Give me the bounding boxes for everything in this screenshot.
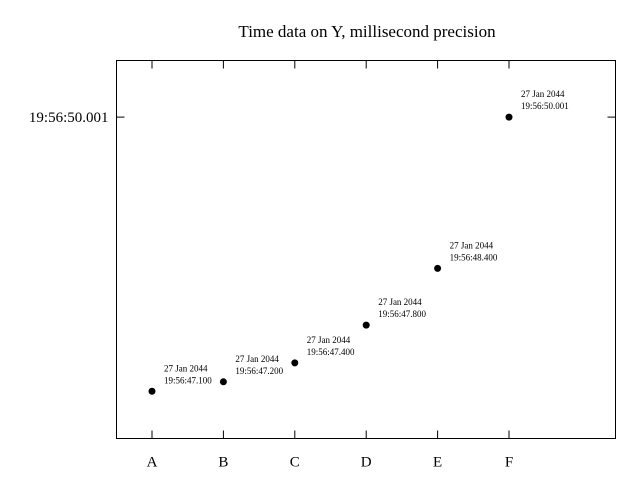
point-label-time: 19:56:47.800	[378, 309, 426, 319]
point-label: 27 Jan 2044 19:56:47.800	[378, 297, 426, 319]
x-tick-label: D	[361, 455, 372, 471]
point-label-time: 19:56:48.400	[450, 252, 498, 262]
y-axis-labels: 19:56:50.001	[29, 110, 109, 126]
data-point	[362, 321, 370, 329]
data-point	[505, 113, 513, 121]
chart-title: Time data on Y, millisecond precision	[238, 22, 496, 41]
point-label-date: 27 Jan 2044	[450, 240, 494, 250]
point-label-time: 19:56:50.001	[521, 101, 569, 111]
point-label: 27 Jan 2044 19:56:47.400	[307, 335, 355, 357]
point-label: 27 Jan 2044 19:56:50.001	[521, 89, 569, 111]
axis-ticks	[116, 60, 616, 439]
x-tick-label: F	[505, 455, 513, 471]
data-point	[291, 359, 299, 367]
point-label-date: 27 Jan 2044	[307, 335, 351, 345]
point-label-date: 27 Jan 2044	[164, 363, 208, 373]
x-tick-label: A	[147, 455, 158, 471]
data-point	[148, 387, 156, 395]
data-point	[219, 378, 227, 386]
point-label-date: 27 Jan 2044	[521, 89, 565, 99]
data-point	[434, 264, 442, 272]
point-label-date: 27 Jan 2044	[235, 354, 279, 364]
point-label-time: 19:56:47.200	[235, 366, 283, 376]
point-label: 27 Jan 2044 19:56:47.100	[164, 363, 212, 385]
point-label-time: 19:56:47.400	[307, 347, 355, 357]
x-tick-label: B	[218, 455, 228, 471]
y-tick-label: 19:56:50.001	[29, 110, 109, 126]
point-label: 27 Jan 2044 19:56:48.400	[450, 240, 498, 262]
point-label-time: 19:56:47.100	[164, 375, 212, 385]
point-label-date: 27 Jan 2044	[378, 297, 422, 307]
data-point-labels: 27 Jan 2044 19:56:47.100 27 Jan 2044 19:56:…	[164, 89, 569, 385]
point-label: 27 Jan 2044 19:56:47.200	[235, 354, 283, 376]
x-tick-label: E	[433, 455, 442, 471]
x-tick-label: C	[290, 455, 300, 471]
x-axis-labels: A B C D E F	[147, 455, 514, 471]
data-points	[148, 113, 513, 395]
